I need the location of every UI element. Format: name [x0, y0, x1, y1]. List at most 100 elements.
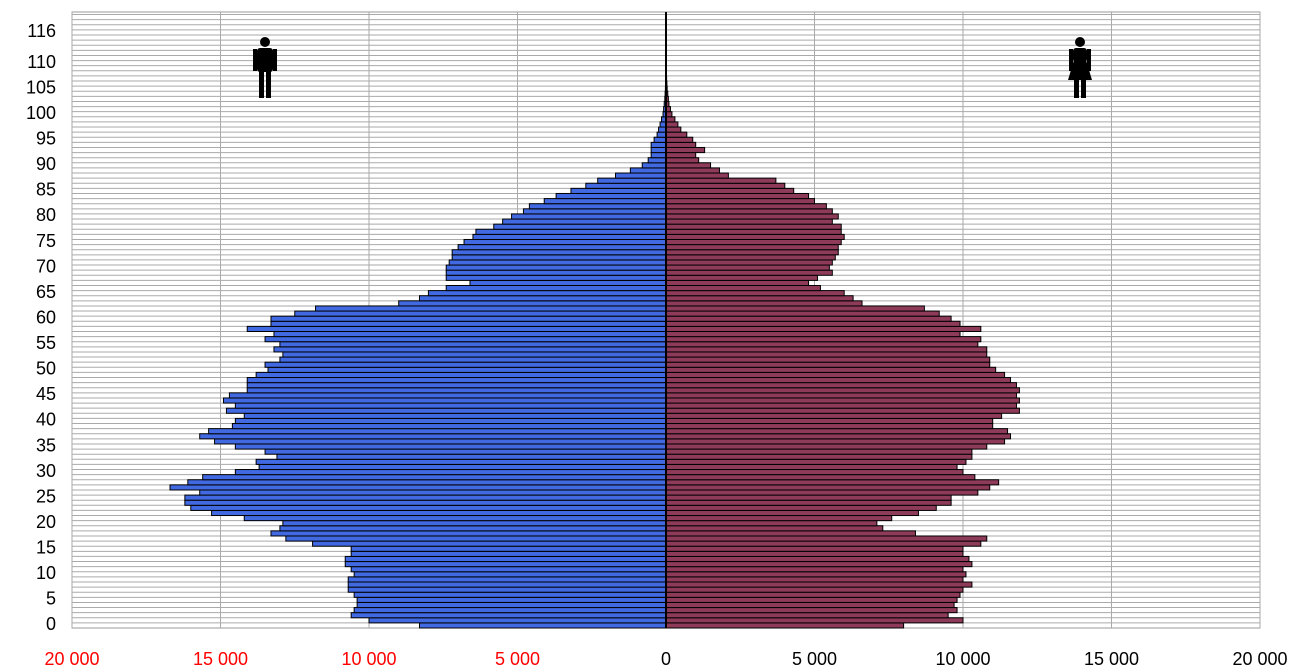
bar	[665, 407, 1020, 414]
y-tick-label: 15	[36, 538, 56, 558]
bar	[214, 438, 667, 445]
y-tick-label: 5	[46, 589, 56, 609]
bar	[665, 305, 925, 312]
bar	[665, 126, 682, 133]
bar	[665, 208, 833, 215]
bar	[190, 504, 667, 511]
bar	[665, 366, 997, 373]
bar	[243, 412, 667, 419]
bar	[665, 269, 833, 276]
bar	[570, 187, 667, 194]
bar	[665, 433, 1012, 440]
bar	[665, 545, 964, 552]
bar	[665, 535, 988, 542]
bar	[665, 622, 905, 629]
male-icon	[253, 37, 277, 98]
bar	[665, 504, 937, 511]
bar	[665, 509, 919, 517]
bar	[665, 203, 827, 210]
x-tick-label: 10 000	[341, 649, 396, 669]
bar	[276, 453, 667, 460]
bar	[472, 233, 667, 240]
bar	[665, 555, 970, 563]
bar	[418, 622, 667, 629]
bar	[665, 561, 973, 568]
bar	[255, 371, 667, 379]
bar	[629, 167, 667, 174]
bar	[169, 484, 667, 491]
bar	[665, 213, 839, 220]
bar	[665, 525, 884, 532]
bar	[246, 377, 667, 384]
bar	[665, 392, 1017, 399]
x-tick-label: 0	[661, 649, 671, 669]
bar	[665, 530, 916, 537]
bar	[457, 244, 667, 251]
bar	[312, 540, 667, 547]
bar	[231, 423, 667, 430]
female-icon	[1068, 37, 1092, 98]
bar	[234, 417, 667, 425]
y-tick-label: 95	[36, 129, 56, 149]
bar	[445, 284, 667, 292]
bar	[665, 284, 821, 292]
y-tick-label: 116	[27, 21, 56, 41]
y-tick-label: 65	[36, 282, 56, 302]
bar	[665, 177, 777, 184]
bar	[665, 412, 1003, 419]
bar	[469, 279, 667, 286]
bar	[665, 397, 1020, 404]
bar	[228, 392, 667, 399]
bar	[665, 331, 961, 338]
bar	[615, 172, 667, 179]
bar	[650, 152, 667, 159]
bar	[294, 310, 667, 317]
bar	[243, 515, 667, 522]
bar	[258, 463, 667, 471]
bar	[502, 218, 667, 225]
bar	[585, 182, 667, 189]
bar	[270, 530, 667, 537]
y-tick-label: 110	[27, 52, 56, 72]
bar	[665, 162, 712, 169]
bar	[279, 341, 667, 348]
bar	[665, 499, 952, 506]
bar	[344, 555, 667, 563]
bar	[543, 198, 667, 205]
bar	[451, 254, 667, 261]
bar	[350, 545, 667, 552]
bar	[653, 136, 667, 143]
bar	[199, 489, 667, 496]
bar	[665, 146, 706, 154]
bar	[665, 341, 979, 348]
bar	[665, 417, 994, 425]
bar	[315, 305, 667, 312]
bar	[211, 509, 667, 517]
bar	[264, 336, 667, 343]
bar	[445, 269, 667, 276]
y-tick-label: 20	[36, 512, 56, 532]
bar	[665, 172, 729, 179]
y-tick-label: 25	[36, 486, 56, 506]
bar	[273, 346, 667, 353]
bar	[665, 218, 833, 225]
bar	[199, 433, 667, 440]
bar	[665, 244, 839, 251]
bar	[665, 310, 940, 317]
bar	[234, 469, 667, 476]
bar	[347, 586, 667, 593]
bar	[658, 126, 667, 133]
bar	[368, 617, 667, 624]
bar	[347, 581, 667, 588]
bar	[445, 274, 667, 281]
bar	[270, 315, 667, 322]
bar	[665, 259, 833, 266]
bar	[665, 428, 1009, 435]
bar	[665, 320, 961, 327]
bar	[665, 136, 694, 143]
bar	[285, 535, 667, 542]
bar	[665, 233, 845, 240]
bar	[279, 525, 667, 532]
bar	[665, 182, 786, 189]
